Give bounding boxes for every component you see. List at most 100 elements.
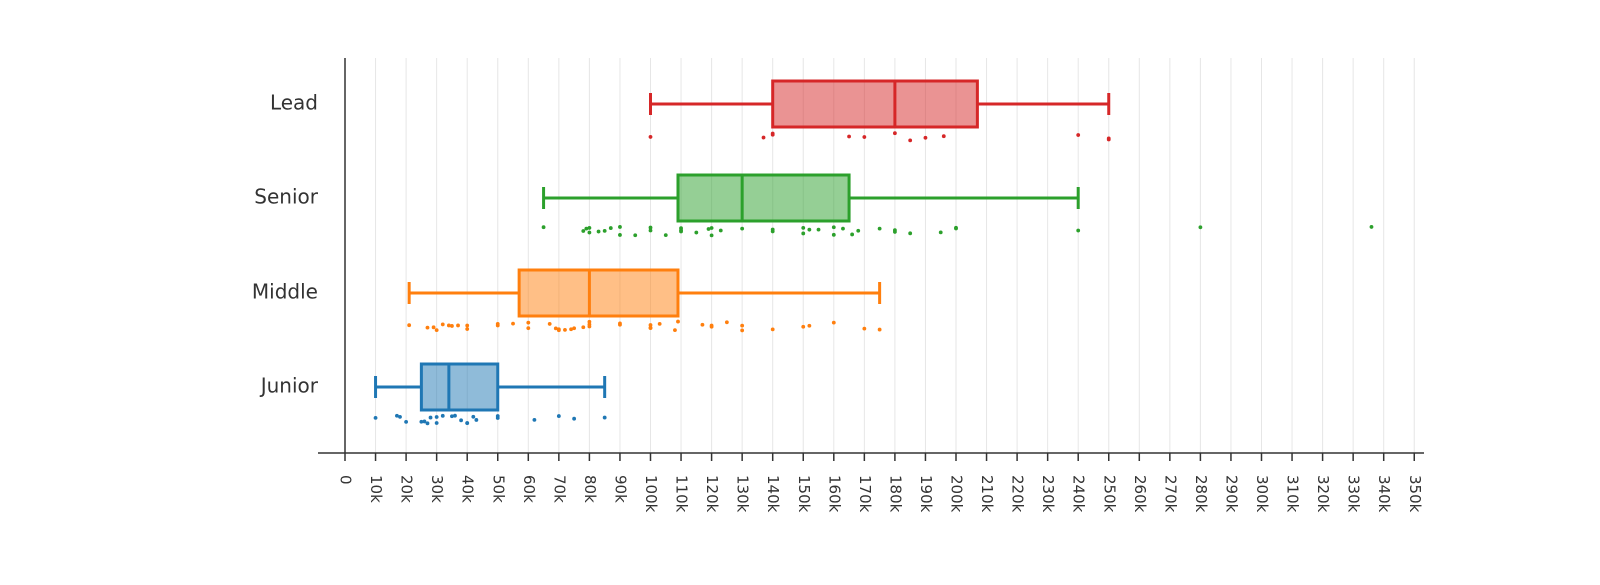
data-point [740,328,745,333]
box-series-middle: Middle [252,268,882,333]
data-point [572,326,577,331]
x-tick-label: 70k [550,475,568,503]
x-tick-label: 180k [886,475,904,513]
data-point [923,135,928,140]
data-point [425,421,430,426]
iqr-box [517,268,680,318]
x-tick-label: 330k [1345,475,1363,513]
iqr-box [676,173,851,223]
x-tick-label: 240k [1070,475,1088,513]
data-point [648,326,653,331]
data-point [1369,225,1374,229]
data-point [456,323,460,328]
data-point [450,324,454,328]
data-point [395,413,399,418]
data-point [679,229,683,234]
x-tick-label: 350k [1406,475,1424,513]
data-point [404,419,408,424]
category-label: Senior [254,185,318,209]
data-point [434,415,439,419]
x-tick-label: 260k [1131,475,1149,513]
x-tick-label: 220k [1009,475,1027,513]
data-point [801,231,806,236]
data-point [663,233,668,238]
data-point [453,413,457,418]
data-point [801,324,806,329]
data-point [556,328,561,333]
data-point [465,421,470,425]
data-point [676,319,680,324]
data-point [373,415,378,420]
iqr-box [419,362,500,412]
axes: 0 10k 20k 30k 40k 50k 60k 70k 80k 90k 100k 110k 120k… [318,58,1424,513]
data-point [893,228,897,233]
x-tick-label: 290k [1222,475,1240,513]
data-point [709,323,714,328]
x-tick-label: 150k [795,475,813,513]
data-point [841,226,845,231]
data-point [398,414,402,419]
data-point [422,419,427,424]
data-point [633,233,638,238]
x-tick-label: 170k [856,475,874,513]
data-point [471,414,476,419]
x-tick-label: 10k [367,475,385,503]
data-point [572,416,577,421]
data-point [694,230,699,235]
x-tick-label: 110k [673,475,691,513]
x-tick-label: 250k [1100,475,1118,513]
data-point [954,226,958,231]
x-tick-label: 210k [978,475,996,513]
data-point [657,322,662,326]
x-tick-label: 300k [1253,475,1271,513]
x-tick-label: 230k [1039,475,1057,513]
x-tick-label: 340k [1375,475,1393,513]
data-point [770,227,775,232]
x-tick-label: 120k [703,475,721,513]
data-point [718,228,723,233]
data-point [587,230,592,235]
x-tick-label: 80k [581,475,599,503]
data-point [908,138,913,143]
data-point [831,320,836,325]
data-point [587,226,592,230]
data-point [425,325,430,330]
x-tick-label: 310k [1284,475,1302,513]
data-point [434,421,439,425]
data-point [770,132,775,137]
data-point [465,323,470,328]
data-point [673,328,677,333]
x-tick-label: 320k [1314,475,1332,513]
data-point [428,415,433,420]
data-point [465,327,470,331]
x-tick-label: 40k [459,475,477,503]
data-point [581,229,586,233]
category-label: Middle [252,280,318,304]
data-point [816,227,821,232]
data-point [648,228,653,233]
data-point [1198,225,1203,230]
data-point [553,326,558,331]
data-point [648,135,653,139]
data-point [877,327,882,332]
data-point [587,319,592,324]
category-label: Lead [270,91,318,115]
plot-area: Lead Senior Middle Junior [252,79,1374,426]
data-point [459,418,463,423]
data-point [847,134,851,139]
x-tick-label: 140k [764,475,782,513]
x-tick-label: 200k [948,475,966,513]
data-point [608,226,613,230]
data-point [862,326,867,331]
data-point [941,134,946,139]
data-point [602,415,607,420]
data-point [648,323,653,327]
data-point [862,135,867,139]
data-point [495,321,500,326]
data-point [908,231,913,236]
x-tick-label: 20k [398,475,416,503]
x-tick-label: 190k [917,475,935,513]
data-point [618,321,622,326]
x-tick-label: 130k [734,475,752,513]
data-point [724,320,729,325]
